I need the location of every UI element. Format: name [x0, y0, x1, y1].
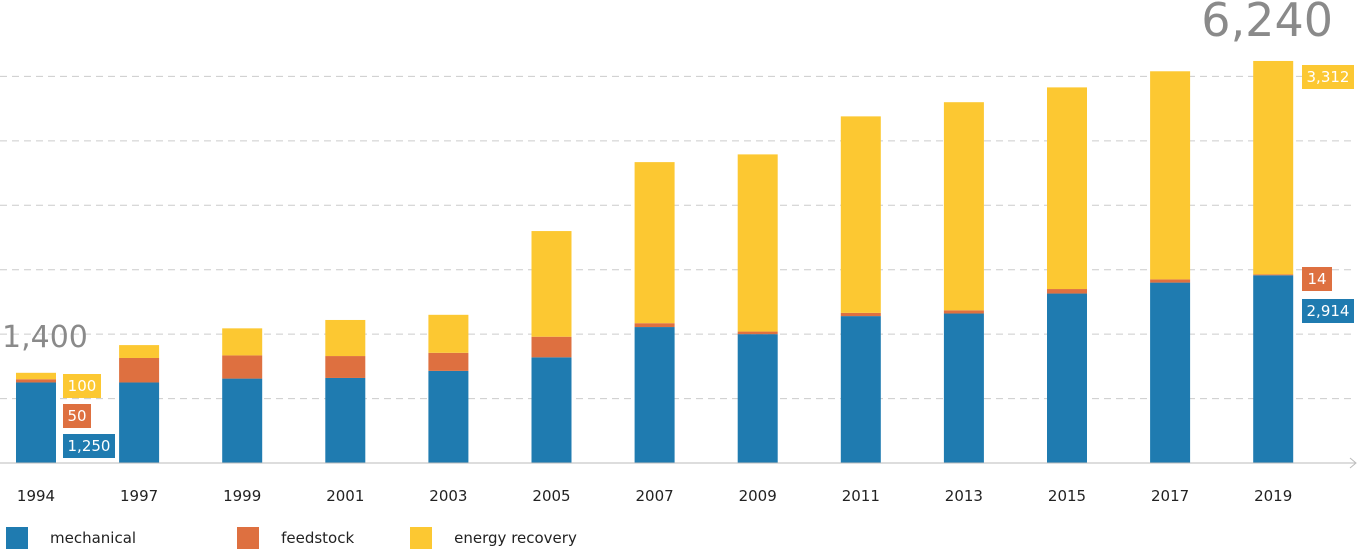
bar-energy-recovery-2005 [531, 231, 572, 337]
bar-feedstock-2007 [634, 323, 675, 328]
bar-mechanical-2019 [1253, 275, 1294, 463]
bar-mechanical-1997 [119, 382, 160, 463]
bar-mechanical-1999 [222, 378, 263, 463]
total-label-first: 1,400 [2, 320, 88, 355]
bar-energy-recovery-2015 [1047, 87, 1087, 290]
total-label-last: 6,240 [1201, 0, 1333, 47]
bars [16, 60, 1294, 463]
bar-mechanical-2015 [1047, 293, 1087, 463]
data-label-first-feedstock: 50 [67, 407, 86, 425]
bar-energy-recovery-2009 [737, 154, 778, 332]
data-label-first-mechanical: 1,250 [68, 437, 111, 455]
legend-label-energy-recovery: energy recovery [454, 529, 577, 547]
legend-swatch-feedstock [237, 527, 260, 549]
legend-label-feedstock: feedstock [281, 529, 355, 547]
bar-energy-recovery-1997 [119, 345, 160, 358]
x-tick-label: 1994 [17, 487, 55, 505]
data-label-last-mechanical: 2,914 [1307, 302, 1350, 320]
x-tick-label: 2011 [842, 487, 880, 505]
bar-energy-recovery-2007 [634, 162, 675, 324]
legend: mechanical feedstock energy recovery [0, 526, 627, 550]
data-label-first-feedstock-bg [63, 404, 91, 428]
bar-feedstock-2001 [325, 356, 366, 378]
x-tick-label: 1999 [223, 487, 261, 505]
bar-energy-recovery-2017 [1150, 71, 1191, 280]
x-tick-label: 2007 [636, 487, 674, 505]
bar-mechanical-2001 [325, 377, 366, 463]
bar-mechanical-1994 [16, 382, 56, 463]
x-tick-label: 2001 [326, 487, 364, 505]
bar-mechanical-2013 [943, 313, 984, 463]
bar-feedstock-1997 [119, 357, 160, 383]
bar-feedstock-2019 [1253, 274, 1294, 276]
data-label-last-mechanical-bg [1302, 299, 1354, 323]
bar-energy-recovery-2011 [840, 116, 881, 313]
x-tick-label: 2003 [429, 487, 467, 505]
stacked-bar-chart: 1994 1997 1999 2001 2003 2005 2007 2009 2011 2013… [0, 0, 1357, 505]
bar-mechanical-2005 [531, 357, 572, 463]
x-axis-arrow-icon [1349, 457, 1357, 469]
legend-swatch-mechanical [6, 527, 28, 549]
bar-feedstock-2003 [428, 352, 469, 371]
data-label-last-energy-recovery-bg [1302, 65, 1354, 89]
data-label-last-feedstock: 14 [1307, 270, 1326, 288]
bar-energy-recovery-1999 [222, 328, 263, 356]
gridlines [0, 75, 1355, 400]
legend-swatch-energy-recovery [410, 527, 433, 549]
bar-feedstock-2015 [1047, 289, 1087, 294]
data-label-first-energy-recovery-bg [63, 374, 101, 398]
x-tick-label: 2015 [1048, 487, 1086, 505]
bar-feedstock-2011 [840, 312, 881, 317]
data-label-last-feedstock-bg [1302, 267, 1332, 291]
bar-feedstock-2005 [531, 336, 572, 358]
x-tick-label: 2009 [739, 487, 777, 505]
bar-feedstock-1994 [16, 379, 56, 383]
legend-label-mechanical: mechanical [50, 529, 137, 547]
bar-mechanical-2011 [840, 316, 881, 463]
bar-energy-recovery-2019 [1253, 60, 1294, 275]
x-tick-label: 2005 [532, 487, 570, 505]
bar-feedstock-2017 [1150, 279, 1191, 283]
data-labels: 1,400 6,240 100 50 1,250 3,312 14 2,914 [2, 0, 1354, 458]
bar-mechanical-2017 [1150, 282, 1191, 463]
x-axis: 1994 1997 1999 2001 2003 2005 2007 2009 2011 2013… [0, 457, 1357, 505]
bar-energy-recovery-2013 [943, 102, 984, 311]
data-label-first-mechanical-bg [63, 434, 115, 458]
legend-item-mechanical: mechanical [0, 527, 136, 549]
bar-mechanical-2003 [428, 370, 469, 463]
x-tick-label: 2019 [1254, 487, 1292, 505]
bar-feedstock-2013 [943, 310, 984, 314]
bar-mechanical-2007 [634, 327, 675, 463]
bar-energy-recovery-2003 [428, 314, 469, 353]
bar-mechanical-2009 [737, 334, 778, 463]
x-tick-label: 2013 [945, 487, 983, 505]
bar-feedstock-1999 [222, 355, 263, 379]
x-tick-label: 1997 [120, 487, 158, 505]
legend-item-energy-recovery: energy recovery [404, 527, 577, 549]
data-label-last-energy-recovery: 3,312 [1307, 68, 1350, 86]
data-label-first-energy-recovery: 100 [68, 377, 97, 395]
bar-feedstock-2009 [737, 331, 778, 335]
legend-item-feedstock: feedstock [231, 527, 354, 549]
x-tick-label: 2017 [1151, 487, 1189, 505]
bar-energy-recovery-1994 [16, 372, 56, 380]
bar-energy-recovery-2001 [325, 319, 366, 357]
